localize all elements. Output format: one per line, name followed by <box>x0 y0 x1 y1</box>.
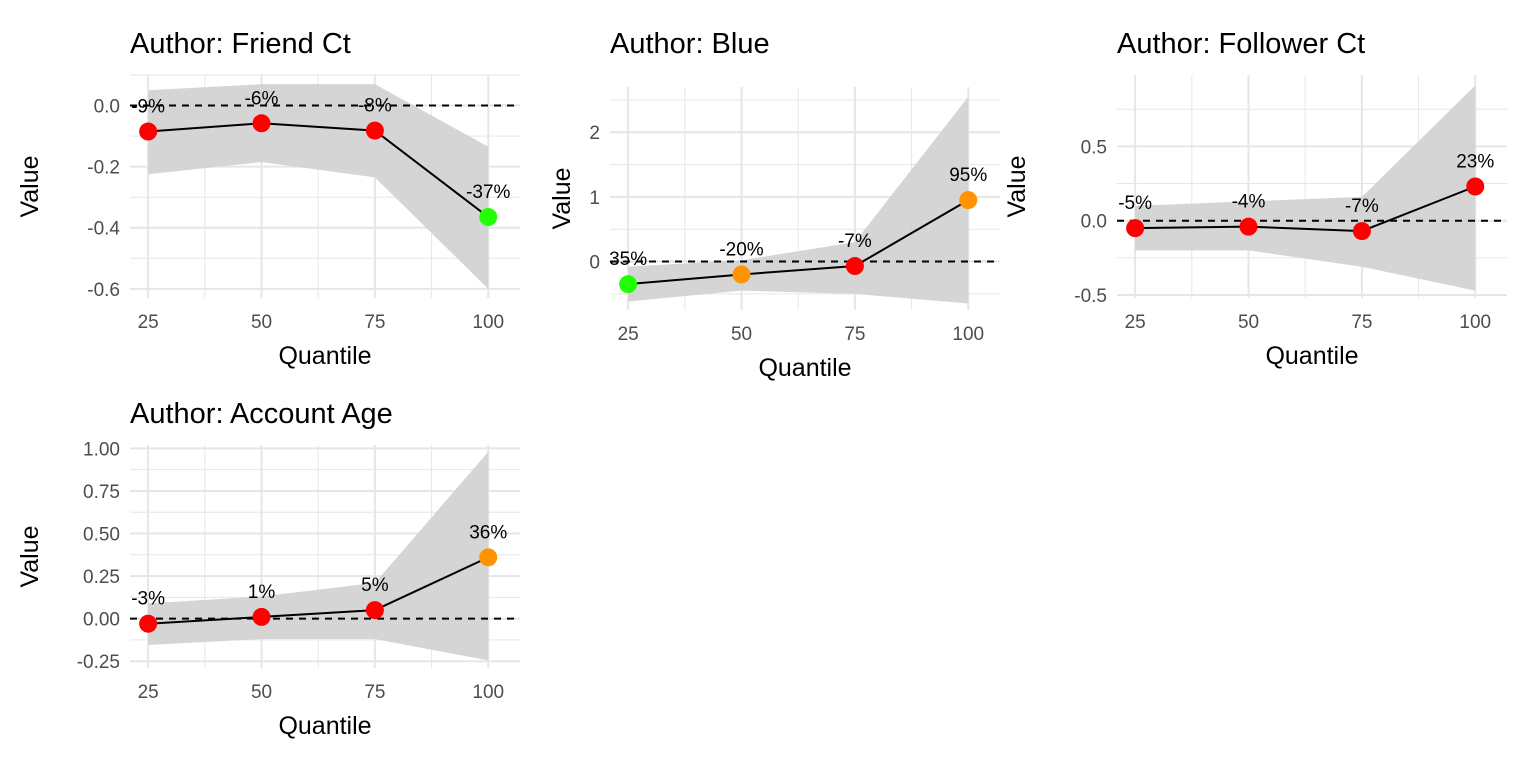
x-tick-label: 25 <box>138 312 159 333</box>
data-point <box>1239 217 1258 236</box>
data-point <box>252 114 271 133</box>
confidence-band <box>148 451 489 661</box>
y-tick-label: 1 <box>589 188 600 209</box>
chart-panel-2: 35% -20% -7% 95% 25 50 75 100 0 1 2 Quantile Value Au… <box>548 28 1000 382</box>
y-tick-label: -0.5 <box>1074 286 1107 307</box>
x-tick-label: 100 <box>472 682 504 703</box>
y-tick-label: 0.5 <box>1081 137 1107 158</box>
chart-panel-1: -9% -6% -8% -37% 25 50 75 100 -0.6 -0.4 -0.2 0.0 Qua… <box>16 28 520 370</box>
y-axis-title: Value <box>16 525 44 587</box>
y-tick-label: 0.0 <box>94 97 120 118</box>
data-point <box>479 208 498 227</box>
series-line <box>1135 185 1476 233</box>
x-tick-label: 50 <box>251 312 272 333</box>
y-axis-title: Value <box>1003 155 1031 217</box>
series-line <box>148 556 489 625</box>
confidence-band <box>628 96 969 304</box>
confidence-band <box>148 84 489 289</box>
y-axis-title: Value <box>548 167 576 229</box>
y-tick-label: 2 <box>589 123 600 144</box>
data-point <box>365 121 384 140</box>
x-tick-label: 75 <box>364 682 385 703</box>
x-tick-label: 75 <box>364 312 385 333</box>
panel-title: Author: Account Age <box>130 398 393 430</box>
data-point <box>732 265 751 284</box>
y-tick-label: 0 <box>589 253 600 274</box>
chart-panel-4: -3% 1% 5% 36% 25 50 75 100 -0.25 0.00 0.25 0.50 0.75… <box>16 398 520 740</box>
data-label: -37% <box>466 182 510 203</box>
data-label: -3% <box>131 589 165 610</box>
y-tick-label: 1.00 <box>83 439 120 460</box>
data-label: 1% <box>248 582 276 603</box>
x-tick-label: 25 <box>138 682 159 703</box>
data-label: -8% <box>358 96 392 117</box>
x-tick-label: 100 <box>952 324 984 345</box>
panel-title: Author: Follower Ct <box>1117 28 1365 60</box>
y-tick-label: 0.00 <box>83 610 120 631</box>
series-line <box>148 122 489 218</box>
data-label: 95% <box>949 165 987 186</box>
data-label: -20% <box>719 239 763 260</box>
chart-panel-3: -5% -4% -7% 23% 25 50 75 100 -0.5 0.0 0.5 Quantile V… <box>1003 28 1507 370</box>
series-line <box>628 199 969 286</box>
x-axis-title: Quantile <box>278 712 371 740</box>
y-tick-label: -0.6 <box>87 280 120 301</box>
y-tick-label: 0.25 <box>83 567 120 588</box>
panel-title: Author: Friend Ct <box>130 28 351 60</box>
x-tick-label: 50 <box>731 324 752 345</box>
data-point <box>845 257 864 276</box>
data-label: -4% <box>1232 192 1266 213</box>
data-point <box>139 614 158 633</box>
x-tick-label: 100 <box>472 312 504 333</box>
y-tick-label: -0.2 <box>87 158 120 179</box>
data-point <box>1352 222 1371 241</box>
y-tick-label: -0.4 <box>87 219 120 240</box>
data-point <box>959 191 978 210</box>
data-point <box>619 275 638 294</box>
x-axis-title: Quantile <box>278 342 371 370</box>
y-axis-title: Value <box>16 155 44 217</box>
data-label: -5% <box>1118 193 1152 214</box>
data-label: -7% <box>838 231 872 252</box>
x-tick-label: 50 <box>251 682 272 703</box>
data-label: 35% <box>609 249 647 270</box>
panel-title: Author: Blue <box>610 28 770 60</box>
data-label: -9% <box>131 97 165 118</box>
data-label: 5% <box>361 575 389 596</box>
data-point <box>365 601 384 620</box>
y-tick-label: -0.25 <box>77 652 120 673</box>
data-point <box>1126 219 1145 238</box>
data-label: -7% <box>1345 196 1379 217</box>
x-axis-title: Quantile <box>1265 342 1358 370</box>
data-point <box>139 122 158 141</box>
data-label: 23% <box>1456 152 1494 173</box>
x-tick-label: 100 <box>1459 312 1491 333</box>
data-point <box>252 607 271 626</box>
data-label: 36% <box>469 522 507 543</box>
x-tick-label: 50 <box>1238 312 1259 333</box>
x-tick-label: 75 <box>844 324 865 345</box>
data-point <box>1466 177 1485 196</box>
x-tick-label: 75 <box>1351 312 1372 333</box>
y-tick-label: 0.75 <box>83 482 120 503</box>
x-tick-label: 25 <box>1125 312 1146 333</box>
y-tick-label: 0.0 <box>1081 212 1107 233</box>
data-label: -6% <box>245 88 279 109</box>
x-axis-title: Quantile <box>758 354 851 382</box>
confidence-band <box>1135 85 1476 291</box>
data-point <box>479 548 498 567</box>
x-tick-label: 25 <box>618 324 639 345</box>
y-tick-label: 0.50 <box>83 525 120 546</box>
